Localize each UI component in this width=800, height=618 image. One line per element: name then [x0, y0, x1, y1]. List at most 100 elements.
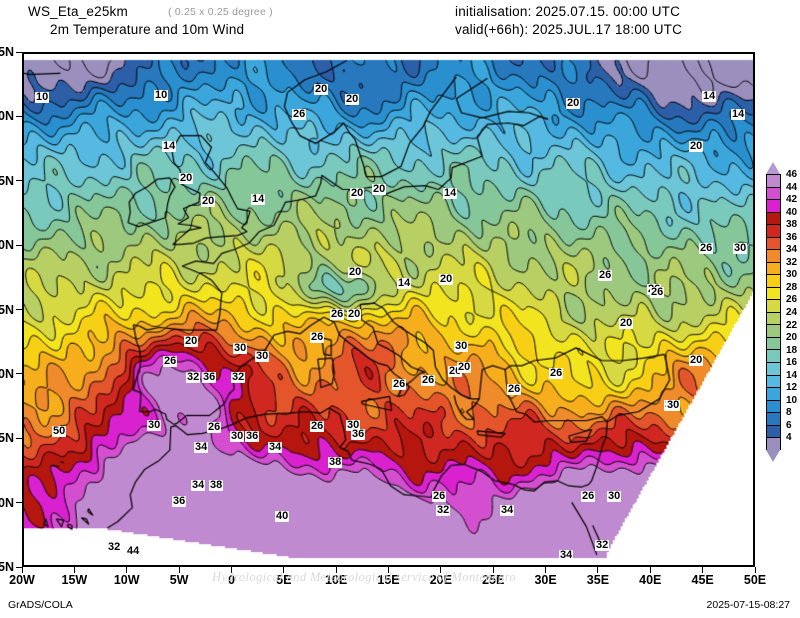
contour-value-label: 30 [255, 350, 270, 362]
x-tick-label: 10W [113, 573, 140, 587]
x-tick-label: 15W [61, 573, 88, 587]
colorbar-segment [767, 237, 780, 251]
contour-value-label: 34 [194, 441, 209, 453]
contour-value-label: 20 [350, 187, 365, 199]
colorbar[interactable] [766, 174, 781, 451]
colorbar-tick-label: 8 [786, 407, 792, 419]
x-tick-mark [545, 567, 547, 573]
colorbar-tick-label: 30 [786, 269, 798, 281]
contour-value-label: 30 [233, 342, 248, 354]
temperature-heatmap-canvas [24, 54, 753, 565]
contour-value-label: 20 [566, 97, 581, 109]
colorbar-segment [767, 175, 780, 188]
x-tick-label: 40E [639, 573, 662, 587]
field-title: 2m Temperature and 10m Wind [50, 22, 245, 37]
contour-value-label: 20 [457, 361, 472, 373]
contour-value-label: 20 [689, 354, 704, 366]
contour-value-label: 26 [699, 242, 714, 254]
y-tick-mark [16, 309, 22, 310]
footer-timestamp: 2025-07-15-08:27 [706, 599, 790, 611]
x-tick-mark [388, 567, 389, 573]
y-tick-label: 60N [0, 109, 14, 124]
colorbar-tick-label: 22 [786, 319, 798, 331]
contour-value-label: 20 [619, 317, 634, 329]
colorbar-segment [767, 413, 780, 426]
colorbar-segment [767, 438, 780, 451]
y-tick-mark [16, 502, 22, 504]
contour-value-label: 26 [421, 374, 436, 386]
colorbar-segment [767, 362, 780, 376]
contour-value-label: 26 [207, 421, 222, 433]
colorbar-segment [767, 262, 780, 276]
colorbar-tick-label: 42 [786, 194, 798, 206]
colorbar-tick-label: 24 [786, 307, 798, 318]
model-resolution: ( 0.25 x 0.25 degree ) [168, 6, 273, 18]
y-tick-label: 25N [0, 560, 14, 574]
contour-value-label: 50 [52, 425, 67, 437]
contour-value-label: 30 [147, 419, 162, 431]
colorbar-tick-label: 20 [786, 332, 798, 344]
contour-value-label: 20 [345, 93, 360, 105]
y-tick-mark [16, 180, 22, 182]
contour-value-label: 26 [432, 490, 447, 502]
contour-value-label: 32 [186, 371, 201, 383]
colorbar-segment [767, 275, 780, 288]
x-tick-mark [597, 567, 599, 573]
contour-value-label: 34 [559, 549, 574, 561]
y-tick-label: 65N [0, 45, 14, 59]
y-tick-label: 45N [0, 302, 14, 317]
contour-value-label: 20 [439, 273, 454, 285]
y-tick-mark [16, 115, 22, 117]
x-tick-label: 10E [325, 573, 348, 587]
x-tick-mark [126, 567, 128, 573]
x-tick-mark [230, 567, 232, 573]
contour-value-label: 30 [607, 490, 622, 502]
x-tick-label: 45E [691, 573, 714, 587]
contour-value-label: 10 [35, 91, 50, 103]
y-tick-label: 30N [0, 495, 14, 510]
colorbar-segment [767, 388, 780, 401]
contour-value-label: 38 [209, 479, 224, 491]
x-tick-mark [73, 567, 75, 573]
contour-value-label: 30 [666, 399, 681, 411]
colorbar-segment [767, 212, 780, 226]
y-tick-mark [16, 51, 22, 53]
contour-value-label: 34 [500, 504, 515, 516]
colorbar-tick-label: 40 [786, 206, 798, 218]
colorbar-segment [767, 337, 780, 351]
map-plot-area[interactable]: 10 10 14 20 20 14 26 20 20 20 20 14 20 14 14 20 20 14 20 26… [22, 52, 755, 567]
contour-value-label: 26 [310, 331, 325, 343]
contour-value-label: 36 [351, 428, 366, 440]
colorbar-segment [767, 350, 780, 363]
colorbar-tick-label: 4 [786, 432, 792, 444]
colorbar-tick-label: 6 [786, 419, 792, 431]
contour-value-label: 40 [275, 510, 290, 522]
colorbar-arrow-bottom [766, 450, 780, 462]
y-tick-mark [16, 244, 22, 246]
contour-value-label: 26 [581, 490, 596, 502]
contour-value-label: 26 [330, 308, 345, 320]
contour-value-label: 20 [179, 172, 194, 184]
contour-value-label: 20 [314, 83, 329, 95]
valid-time: valid(+66h): 2025.JUL.17 18:00 UTC [455, 22, 683, 37]
contour-value-label: 14 [443, 187, 458, 199]
x-tick-mark [649, 567, 651, 573]
contour-value-label: 26 [598, 269, 613, 281]
x-tick-mark [492, 567, 494, 573]
x-tick-label: 0 [227, 573, 235, 587]
colorbar-segment [767, 312, 780, 326]
contour-value-label: 26 [507, 383, 522, 395]
y-tick-mark [16, 566, 22, 568]
colorbar-tick-label: 44 [786, 181, 798, 193]
colorbar-segment [767, 300, 780, 313]
colorbar-segment [767, 200, 780, 213]
colorbar-tick-label: 34 [786, 244, 798, 256]
x-tick-label: 20W [9, 573, 35, 587]
contour-value-label: 20 [348, 266, 363, 278]
contour-value-label: 20 [372, 183, 387, 195]
x-tick-mark [283, 567, 285, 573]
contour-value-label: 30 [346, 419, 361, 431]
y-tick-label: 40N [0, 366, 14, 381]
contour-value-label: 44 [126, 545, 141, 557]
watermark: Hydrological and Meteorological service … [212, 570, 517, 584]
